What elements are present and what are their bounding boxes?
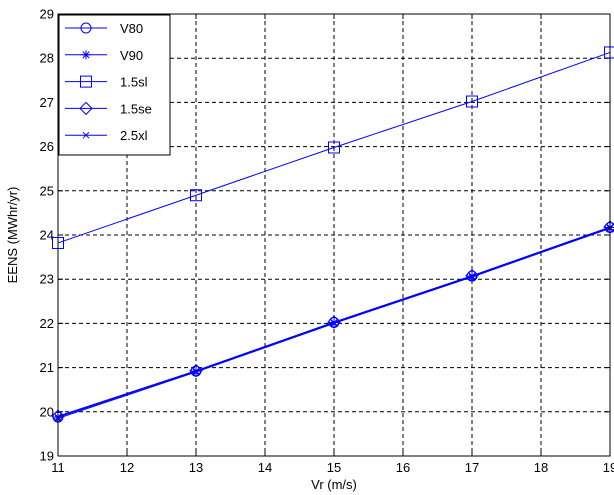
legend-item: V90 — [65, 48, 143, 63]
x-axis-label: Vr (m/s) — [311, 477, 357, 492]
legend-item: 2.5xl — [65, 128, 148, 143]
series-line — [57, 226, 611, 417]
y-tick-label: 26 — [40, 139, 54, 154]
plot-frame — [57, 13, 611, 457]
legend-marker — [81, 50, 91, 60]
y-tick-label: 24 — [40, 228, 54, 243]
data-point-marker — [468, 273, 476, 281]
x-tick-label: 15 — [327, 460, 341, 475]
legend-label: 2.5xl — [120, 128, 148, 143]
legend-marker — [82, 131, 90, 139]
y-tick-label: 20 — [40, 404, 54, 419]
y-tick-label: 25 — [40, 183, 54, 198]
y-tick-label: 29 — [40, 7, 54, 22]
legend-item: V80 — [65, 21, 143, 36]
x-tick-label: 17 — [465, 460, 479, 475]
data-point-marker — [465, 268, 479, 283]
series-line — [57, 51, 611, 244]
legend-label: V90 — [120, 48, 143, 63]
legend-item: 1.5sl — [65, 75, 148, 90]
y-tick-label: 27 — [40, 95, 54, 110]
x-tick-label: 11 — [51, 460, 65, 475]
data-point-marker — [190, 189, 202, 202]
legend-item: 1.5se — [65, 101, 152, 116]
legend-box — [58, 14, 171, 156]
data-point-marker — [466, 95, 478, 108]
data-point-marker — [328, 141, 340, 154]
legend-label: 1.5se — [120, 101, 152, 116]
legend-marker — [80, 75, 92, 88]
y-tick-label: 22 — [40, 316, 54, 331]
data-point-marker — [189, 363, 203, 378]
data-point-marker — [330, 320, 338, 327]
ticks: 11 12 13 14 15 16 17 18 19 19 20 21 22 23 24 25 26 27 28 29 — [40, 7, 614, 476]
y-tick-label: 28 — [40, 51, 54, 66]
x-tick-label: 19 — [603, 460, 614, 475]
x-tick-label: 13 — [189, 460, 203, 475]
y-axis-label: EENS (MWhr/yr) — [5, 187, 20, 284]
legend-label: V80 — [120, 21, 143, 36]
y-tick-label: 23 — [40, 272, 54, 287]
legend-label: 1.5sl — [120, 75, 148, 90]
x-tick-label: 14 — [258, 460, 272, 475]
legend-marker — [79, 101, 93, 116]
legend-marker — [80, 22, 92, 34]
data-point-marker — [192, 368, 200, 376]
legend: V80 V90 1.5sl 1.5se 2.5xl — [58, 14, 171, 156]
x-tick-label: 18 — [534, 460, 548, 475]
x-tick-label: 12 — [120, 460, 134, 475]
y-tick-label: 21 — [40, 360, 54, 375]
y-tick-label: 19 — [40, 449, 54, 464]
x-tick-label: 16 — [396, 460, 410, 475]
data-point-marker — [327, 315, 341, 329]
